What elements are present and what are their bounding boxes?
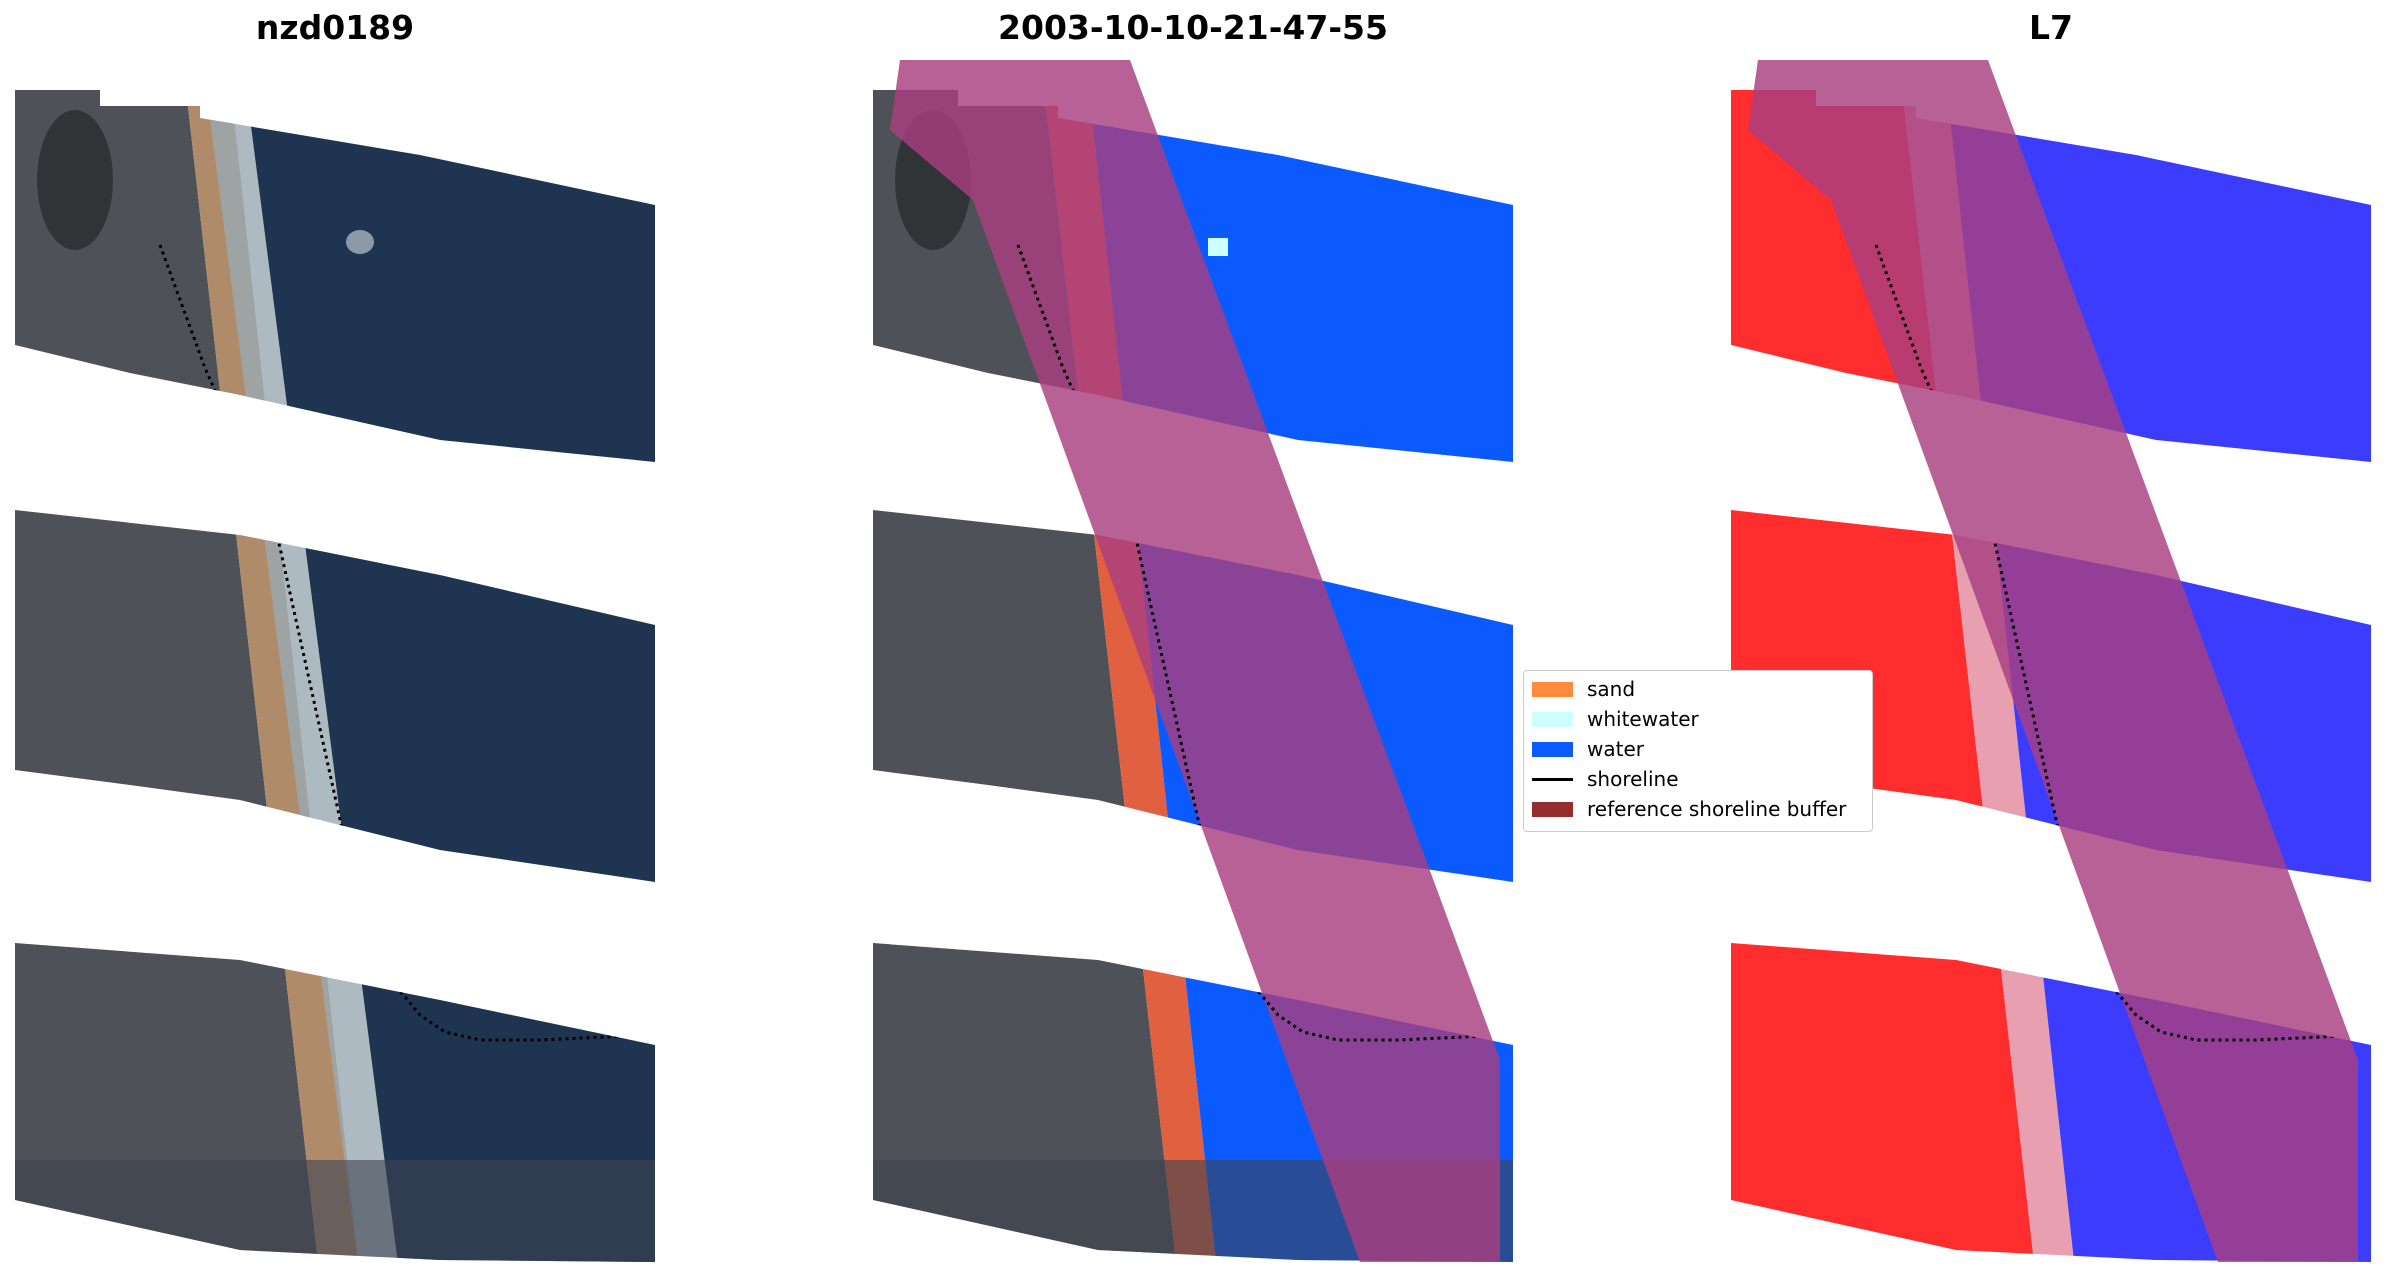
legend-label-whitewater: whitewater bbox=[1587, 707, 1699, 731]
panel-title-date: 2003-10-10-21-47-55 bbox=[998, 8, 1388, 47]
legend-item-water: water bbox=[1532, 736, 1644, 762]
reference-buffer-panel-2 bbox=[890, 60, 1500, 1262]
legend-label-buffer: reference shoreline buffer bbox=[1587, 797, 1847, 821]
water-swatch bbox=[1532, 741, 1573, 757]
shoreline-line-swatch bbox=[1532, 777, 1573, 781]
panel-title-satellite: L7 bbox=[2029, 8, 2073, 47]
reference-buffer-panel-3 bbox=[1748, 60, 2358, 1262]
legend-label-water: water bbox=[1587, 737, 1644, 761]
sand-swatch bbox=[1532, 681, 1573, 697]
legend-label-shoreline: shoreline bbox=[1587, 767, 1679, 791]
shoreline-panel-2 bbox=[1016, 244, 1507, 1042]
legend-item-sand: sand bbox=[1532, 676, 1635, 702]
rgb-image-panel bbox=[15, 90, 655, 1262]
panel-title-image-name: nzd0189 bbox=[255, 8, 415, 47]
legend-item-whitewater: whitewater bbox=[1532, 706, 1699, 732]
shoreline-panel-1 bbox=[158, 244, 649, 1042]
shoreline-panel-3 bbox=[1874, 244, 2365, 1042]
buffer-swatch bbox=[1532, 801, 1573, 817]
legend: sand whitewater water shoreline referenc… bbox=[1523, 670, 1873, 832]
whitewater-swatch bbox=[1532, 711, 1573, 727]
legend-item-buffer: reference shoreline buffer bbox=[1532, 796, 1846, 822]
legend-label-sand: sand bbox=[1587, 677, 1636, 701]
legend-item-shoreline: shoreline bbox=[1532, 766, 1679, 792]
